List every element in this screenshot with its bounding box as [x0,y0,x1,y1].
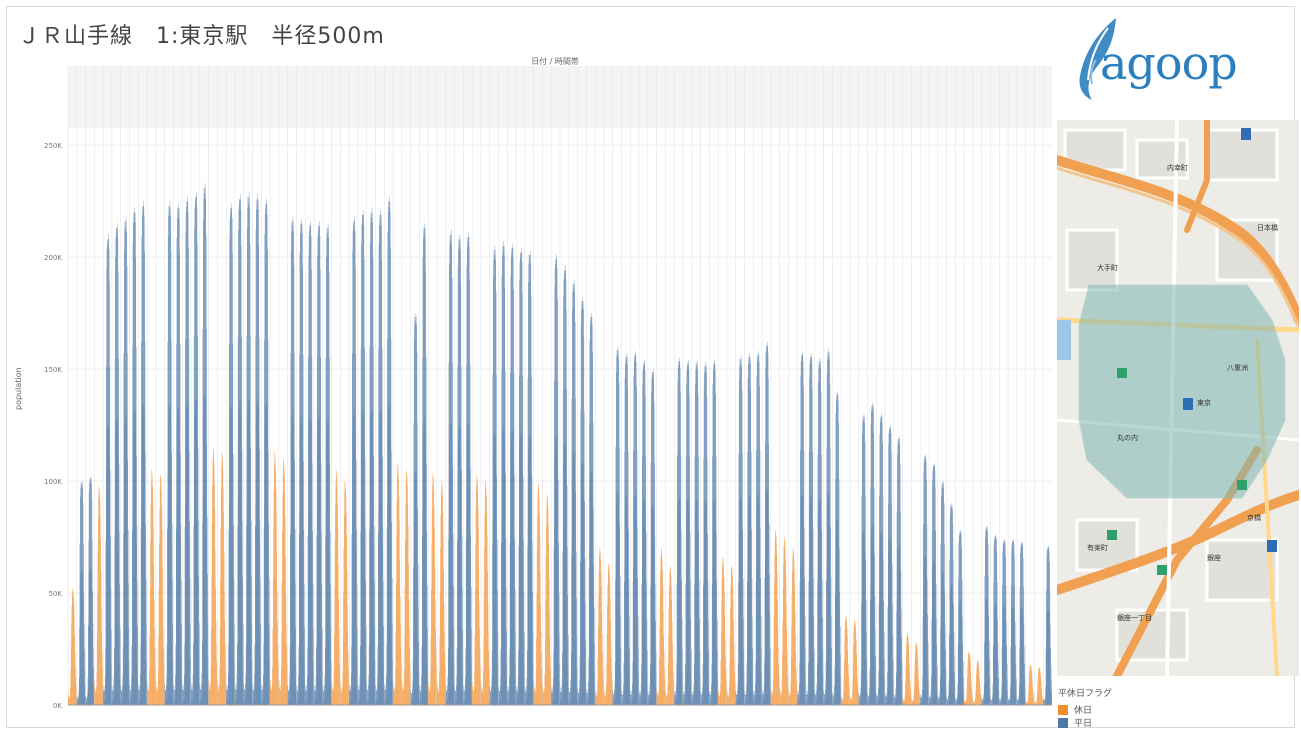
bar-chart[interactable]: 0K 50K 100K 150K 200K 250K [0,0,1055,734]
map-label: 銀座一丁目 [1117,613,1152,622]
legend-swatch-holiday [1058,704,1068,715]
map-label: 東京 [1197,398,1211,407]
feather-logo-icon [1079,18,1116,100]
agoop-logo [1066,14,1266,104]
station-map[interactable]: 内幸町 大手町 東京 丸の内 有楽町 銀座 日本橋 京橋 八重洲 銀座一丁目 [1057,120,1299,676]
y-tick-label: 250K [44,142,62,150]
legend-swatch-weekday [1058,717,1068,728]
y-tick-label: 50K [49,590,63,598]
legend-label-weekday: 平日 [1074,719,1093,729]
column-header-title: 日付 / 時間帯 [531,57,579,66]
map-label: 丸の内 [1117,433,1138,442]
y-tick-label: 150K [44,366,62,374]
logo-text: agoop [1100,36,1238,90]
map-label: 京橋 [1247,513,1261,522]
legend-title: 平休日フラグ [1058,689,1113,699]
map-label: 日本橋 [1257,223,1278,232]
legend-label-holiday: 休日 [1074,706,1093,716]
map-canvas: 内幸町 大手町 東京 丸の内 有楽町 銀座 日本橋 京橋 八重洲 銀座一丁目 [1057,120,1299,676]
y-tick-label: 200K [44,254,62,262]
map-label: 八重洲 [1227,364,1248,372]
legend-item-weekday[interactable]: 平日 [1058,716,1112,729]
legend-item-holiday[interactable]: 休日 [1058,703,1112,716]
page-title: ＪＲ山手線 1:東京駅 半径500m [18,24,385,49]
map-label: 銀座 [1207,553,1221,562]
legend: 平休日フラグ 休日 平日 [1058,686,1112,729]
map-label: 内幸町 [1167,163,1188,172]
map-label: 大手町 [1097,263,1118,272]
y-tick-label: 0K [53,702,62,710]
map-label: 有楽町 [1087,543,1108,552]
y-tick-label: 100K [44,478,62,486]
